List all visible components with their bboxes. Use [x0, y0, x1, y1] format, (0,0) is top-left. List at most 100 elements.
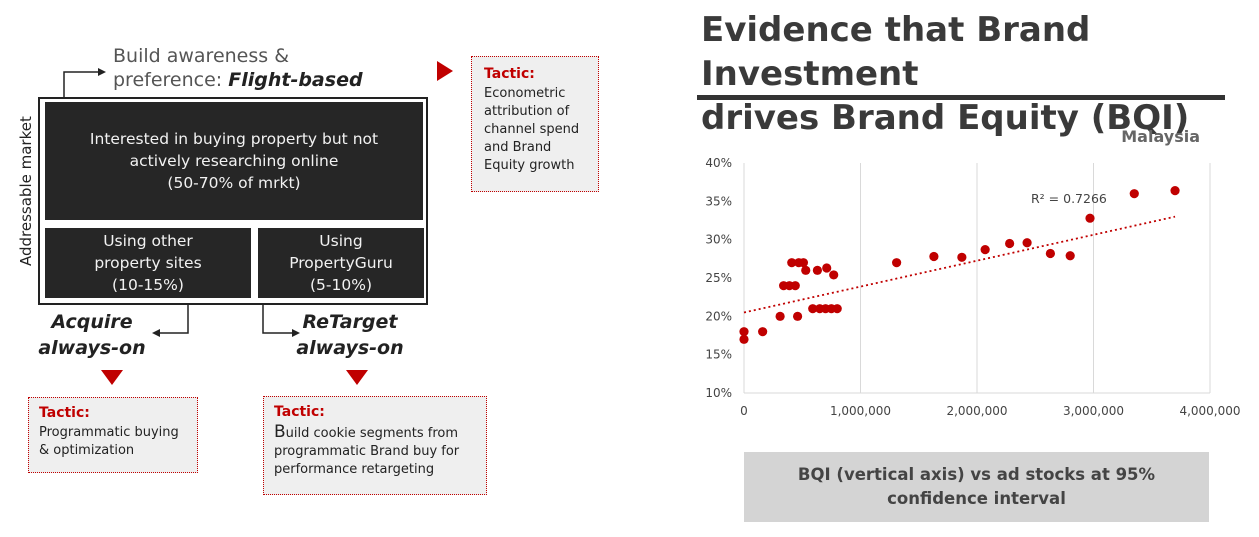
r-squared-annotation: R² = 0.7266: [1031, 191, 1107, 206]
acquire-arrowhead: [152, 329, 160, 337]
data-point: [1129, 189, 1139, 199]
data-point: [808, 304, 818, 314]
data-point: [1085, 213, 1095, 223]
tactic-text-line: Econometric: [484, 86, 566, 101]
segment-interested-line2: actively researching online: [129, 152, 339, 170]
tactic-text-line: attribution of: [484, 104, 570, 119]
flight-arrow: [63, 71, 98, 97]
retarget-line2: always-on: [296, 337, 404, 359]
segment-other-line3: (10-15%): [112, 276, 184, 294]
chart-main-title-line1: Evidence that Brand Investment: [701, 10, 1091, 94]
data-point: [787, 258, 797, 268]
retarget-label: ReTarget always-on: [275, 309, 425, 361]
tactic-text-line: Build cookie segments from: [274, 423, 476, 443]
segment-interested-line1: Interested in buying property but not: [89, 130, 379, 148]
x-tick-label: 2,000,000: [946, 404, 1007, 418]
flight-arrowhead: [98, 68, 106, 76]
tactic-title: Tactic:: [484, 66, 535, 82]
data-point: [792, 311, 803, 321]
tactic-text-line: programmatic Brand buy for: [274, 444, 460, 459]
segment-pg-line1: Using: [319, 232, 363, 250]
data-point: [798, 258, 809, 268]
data-point: [739, 327, 749, 337]
tactic-right-triangle-icon: [437, 61, 453, 81]
data-point: [1005, 238, 1015, 249]
chart-main-title: Evidence that Brand Investment drives Br…: [701, 8, 1241, 140]
tactic-first-letter: B: [274, 422, 286, 442]
retarget-arrowhead: [292, 329, 300, 337]
flight-based-line1: Build awareness &: [113, 45, 290, 67]
x-tick-label: 4,000,000: [1179, 404, 1240, 418]
acquire-line1: Acquire: [51, 311, 133, 333]
segment-interested-line3: (50-70% of mrkt): [167, 174, 301, 192]
tactic-cookie-box: Tactic: Build cookie segments from progr…: [263, 396, 487, 495]
data-point: [1022, 238, 1032, 248]
x-tick-label: 3,000,000: [1063, 404, 1124, 418]
retarget-down-triangle-icon: [346, 370, 368, 385]
data-point: [812, 265, 822, 275]
data-point: [1170, 186, 1180, 196]
y-tick-label: 25%: [705, 271, 732, 285]
tactic-text-line: & optimization: [39, 443, 135, 458]
y-tick-label: 30%: [705, 233, 732, 247]
trendline: [743, 215, 1176, 314]
chart-trendline: [743, 215, 1176, 314]
data-point: [1045, 248, 1055, 259]
segment-pg-line3: (5-10%): [310, 276, 372, 294]
tactic-title: Tactic:: [39, 405, 90, 421]
data-point: [892, 258, 902, 268]
chart-grid: [743, 163, 1211, 393]
retarget-line1: ReTarget: [302, 311, 398, 333]
chart-caption-line2: confidence interval: [887, 489, 1066, 508]
chart-caption: BQI (vertical axis) vs ad stocks at 95% …: [744, 452, 1209, 522]
y-tick-label: 10%: [705, 386, 732, 400]
data-point: [1065, 251, 1075, 261]
y-tick-label: 15%: [705, 348, 732, 362]
diagram-connectors: [63, 68, 300, 337]
chart-points: [739, 186, 1180, 344]
data-point: [980, 245, 990, 255]
tactic-text-line: Equity growth: [484, 158, 575, 173]
x-tick-label: 1,000,000: [830, 404, 891, 418]
data-point: [775, 311, 785, 321]
y-tick-label: 20%: [705, 309, 732, 323]
segment-interested: Interested in buying property but not ac…: [45, 102, 423, 220]
tactic-line-rest: uild cookie segments from: [285, 426, 459, 441]
flight-based-label: Build awareness & preference: Flight-bas…: [113, 44, 363, 92]
tactic-programmatic-box: Tactic: Programmatic buying & optimizati…: [28, 397, 198, 473]
segment-other-line1: Using other: [103, 232, 193, 250]
title-divider: [697, 95, 1225, 100]
data-point: [758, 327, 768, 337]
data-point: [801, 265, 811, 275]
chart-axes: 0 1,000,000 2,000,000 3,000,000 4,000,000 10%…: [705, 156, 1240, 418]
acquire-arrow: [160, 298, 189, 334]
retarget-arrow: [262, 298, 292, 334]
y-tick-label: 40%: [705, 156, 732, 170]
acquire-down-triangle-icon: [101, 370, 123, 385]
tactic-title: Tactic:: [274, 404, 325, 420]
tactic-text-line: channel spend: [484, 122, 580, 137]
tactic-text-line: performance retargeting: [274, 462, 435, 477]
data-point: [929, 251, 939, 262]
data-point: [739, 334, 749, 344]
chart-region-title: Malaysia: [1121, 127, 1200, 146]
tactic-text-line: and Brand: [484, 140, 552, 155]
tactic-econometric-box: Tactic: Econometric attribution of chann…: [471, 56, 599, 192]
segment-pg-line2: PropertyGuru: [289, 254, 393, 272]
acquire-line2: always-on: [38, 337, 146, 359]
data-point: [829, 270, 839, 280]
data-point: [822, 263, 832, 273]
flight-based-line2: preference: Flight-based: [113, 68, 363, 92]
flight-based-bold: Flight-based: [228, 69, 363, 91]
data-point: [957, 252, 967, 262]
chart-caption-line1: BQI (vertical axis) vs ad stocks at 95%: [797, 465, 1156, 484]
data-point: [790, 281, 800, 291]
data-point: [832, 304, 842, 314]
segment-other-line2: property sites: [94, 254, 202, 272]
tactic-text-line: Programmatic buying: [39, 425, 179, 440]
y-tick-label: 35%: [705, 194, 732, 208]
x-tick-label: 0: [740, 404, 748, 418]
segment-propertyguru: Using PropertyGuru (5-10%): [258, 228, 424, 298]
flight-based-prefix: preference:: [113, 69, 229, 91]
